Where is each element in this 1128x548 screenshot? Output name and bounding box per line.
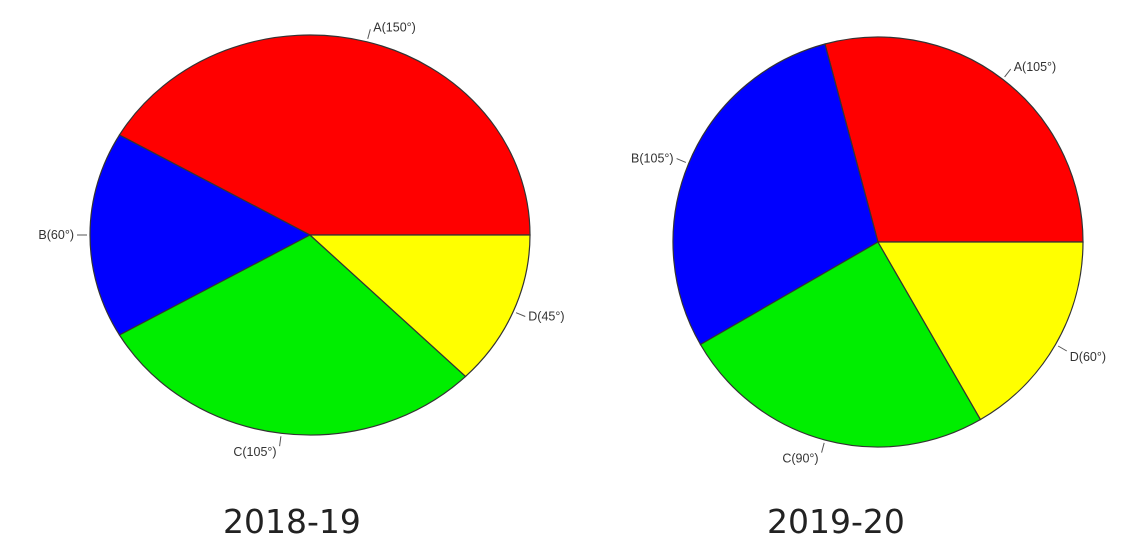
pie-slice-b xyxy=(672,43,879,346)
label-leader-a xyxy=(1004,68,1012,78)
pie-labels-2018-19: A(150°) B(60°) C(105°) D(45°) xyxy=(38,20,564,459)
pie-chart-2018-19: A(150°) B(60°) C(105°) D(45°) 2018-19 xyxy=(38,20,564,541)
pie-slice-a xyxy=(118,34,531,236)
pie-slices-2019-20 xyxy=(672,36,1084,448)
pie-slices-2018-19 xyxy=(89,34,531,436)
label-leader-d xyxy=(1057,345,1068,352)
pie-slice-d xyxy=(308,234,531,378)
pie-slice-c xyxy=(118,234,467,436)
label-leader-c xyxy=(821,442,825,453)
pie-slice-c xyxy=(699,241,982,448)
slice-label-c: C(90°) xyxy=(782,452,818,466)
label-leader-d xyxy=(515,312,526,317)
pie-labels-2019-20: A(105°) B(105°) C(90°) D(60°) xyxy=(631,60,1106,466)
slice-label-b: B(105°) xyxy=(631,152,674,166)
slice-label-d: D(60°) xyxy=(1070,350,1106,364)
pie-chart-2019-20: A(105°) B(105°) C(90°) D(60°) 2019-20 xyxy=(631,36,1106,541)
slice-label-a: A(150°) xyxy=(373,20,416,34)
slice-label-d: D(45°) xyxy=(528,310,564,324)
pie-slice-b xyxy=(89,134,312,336)
pie-slice-a xyxy=(824,36,1084,243)
slice-label-a: A(105°) xyxy=(1014,60,1057,74)
label-leader-b xyxy=(676,158,687,163)
chart-caption-2019-20: 2019-20 xyxy=(767,502,905,541)
label-leader-c xyxy=(279,436,282,447)
slice-label-b: B(60°) xyxy=(38,228,74,242)
pie-slice-d xyxy=(876,241,1084,421)
chart-caption-2018-19: 2018-19 xyxy=(223,502,361,541)
label-leader-a xyxy=(367,29,371,40)
slice-label-c: C(105°) xyxy=(233,445,276,459)
